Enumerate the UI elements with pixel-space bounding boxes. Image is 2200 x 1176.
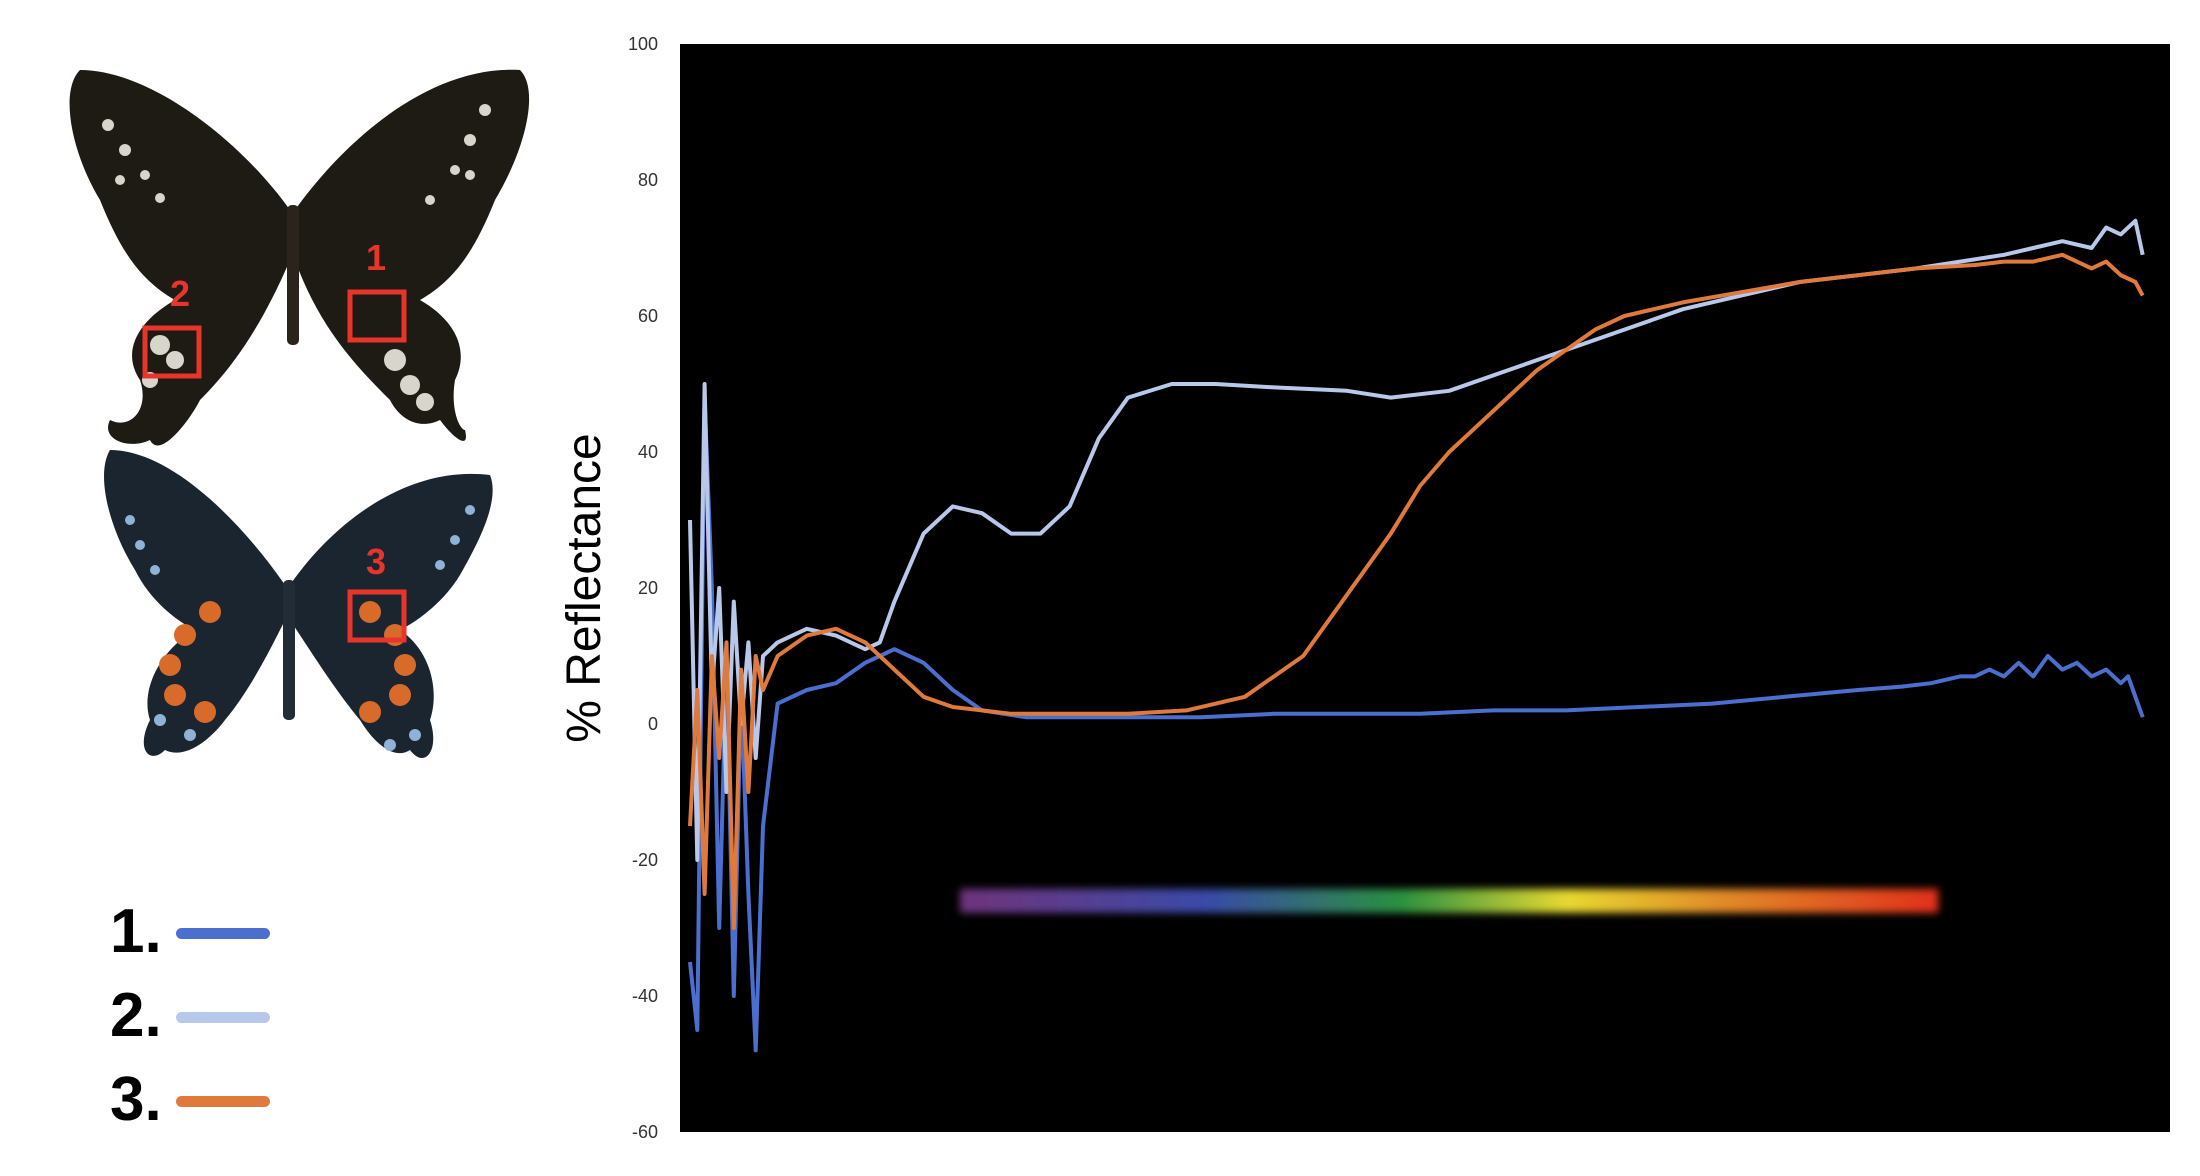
y-tick-label: 20 bbox=[638, 578, 658, 598]
series-line-2 bbox=[688, 218, 2145, 862]
y-tick-label: 40 bbox=[638, 442, 658, 462]
sample-box-2-label: 2 bbox=[170, 273, 190, 314]
butterfly-bottom bbox=[104, 450, 493, 759]
bottom-left-wing bbox=[104, 450, 285, 756]
y-tick-label: 100 bbox=[628, 34, 658, 54]
bottom-blue-spots bbox=[125, 505, 475, 751]
top-spots bbox=[102, 104, 491, 411]
sample-box-1-label: 1 bbox=[366, 237, 386, 278]
chart-plot-area bbox=[680, 44, 2170, 1132]
series-lines bbox=[688, 218, 2145, 1053]
visible-spectrum-bar bbox=[960, 888, 1939, 913]
sample-box-3 bbox=[347, 589, 407, 643]
legend-item-3: 3. bbox=[110, 1058, 370, 1142]
y-axis-title: % Reflectance bbox=[558, 433, 611, 743]
y-tick-labels: 100 80 60 40 20 0 -20 -40 -60 bbox=[628, 34, 658, 1142]
legend-swatch-3 bbox=[176, 1096, 270, 1107]
legend-swatch-1 bbox=[176, 928, 270, 939]
legend-label-1: 1. bbox=[110, 897, 162, 966]
top-right-wing bbox=[295, 69, 530, 441]
y-tick-label: 0 bbox=[648, 714, 658, 734]
top-left-wing bbox=[69, 70, 290, 446]
y-tick-label: -40 bbox=[632, 986, 658, 1006]
sample-box-2 bbox=[142, 325, 202, 379]
y-tick-label: -60 bbox=[632, 1122, 658, 1142]
legend-item-2: 2. bbox=[110, 974, 370, 1058]
y-tick-label: 60 bbox=[638, 306, 658, 326]
butterfly-top bbox=[69, 69, 530, 446]
series-line-1 bbox=[688, 395, 2145, 1053]
y-tick-label: -20 bbox=[632, 850, 658, 870]
legend-swatch-2 bbox=[176, 1012, 270, 1023]
sample-boxes: 1 2 3 bbox=[142, 237, 407, 643]
legend-item-1: 1. bbox=[110, 890, 370, 974]
bottom-right-wing bbox=[290, 473, 493, 759]
legend-label-3: 3. bbox=[110, 1065, 162, 1134]
sample-box-1 bbox=[347, 289, 407, 343]
legend-label-2: 2. bbox=[110, 981, 162, 1050]
top-body bbox=[287, 205, 299, 345]
bottom-orange-spots bbox=[159, 601, 416, 723]
bottom-body bbox=[283, 580, 295, 720]
series-line-3 bbox=[688, 252, 2145, 930]
y-tick-label: 80 bbox=[638, 170, 658, 190]
legend: 1. 2. 3. bbox=[110, 890, 370, 1142]
sample-box-3-label: 3 bbox=[366, 541, 386, 582]
